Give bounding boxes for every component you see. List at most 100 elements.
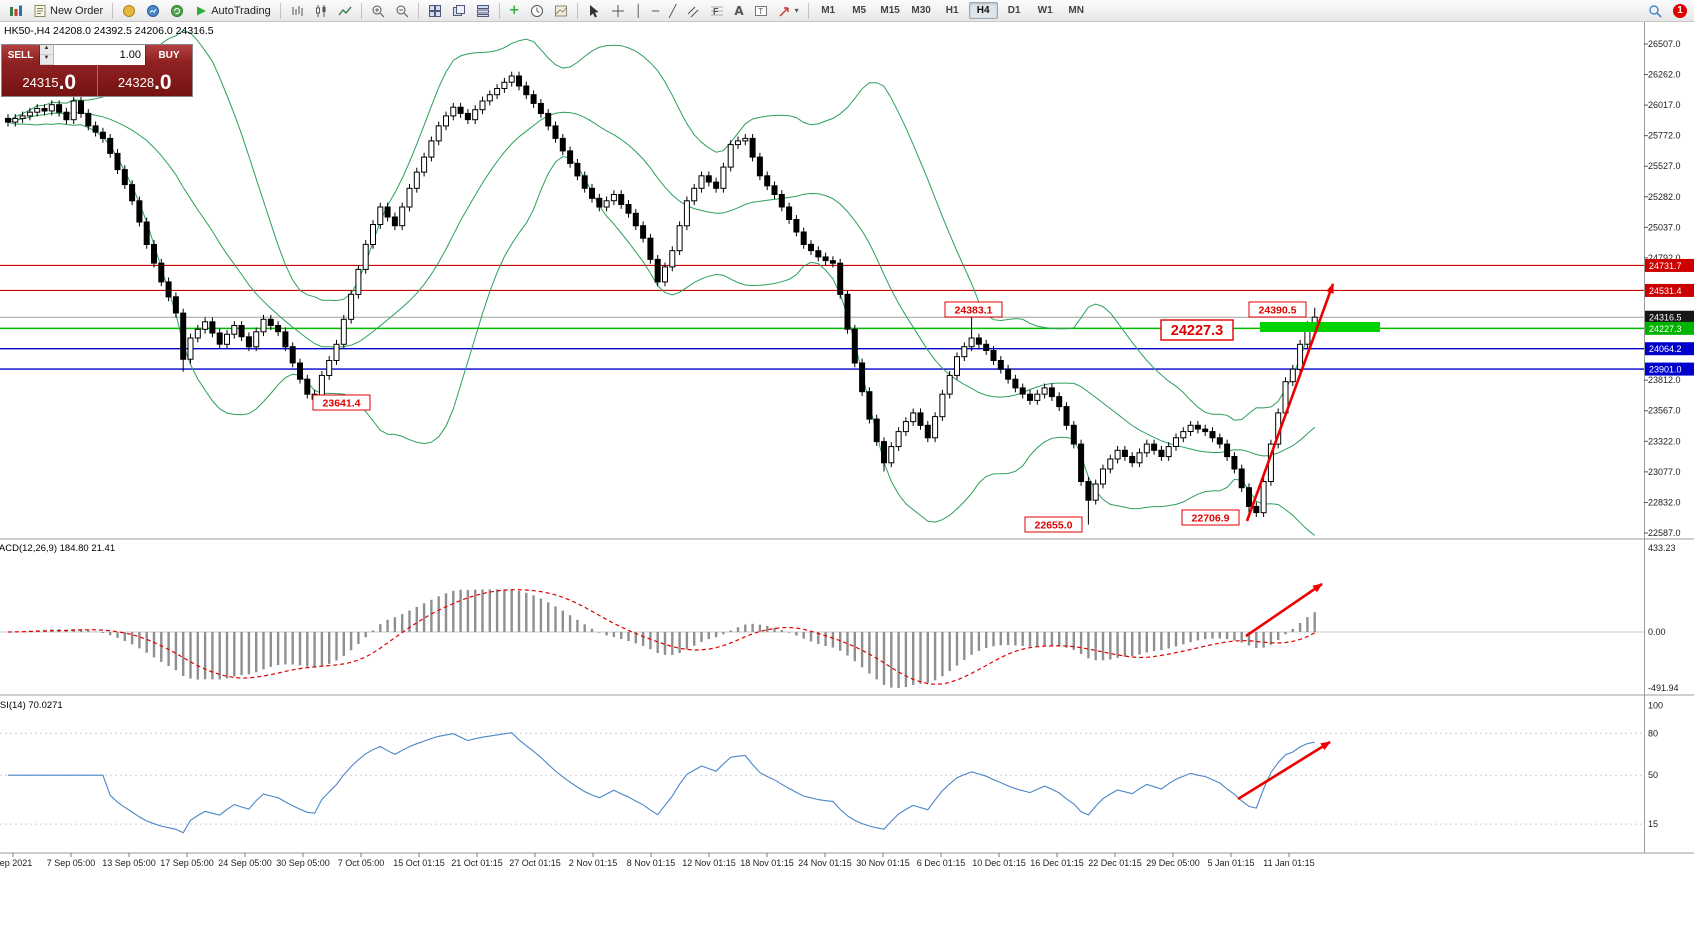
- fibonacci-button[interactable]: F: [706, 1, 728, 21]
- metaeditor-button[interactable]: [118, 1, 140, 21]
- periods-button[interactable]: [526, 1, 548, 21]
- horizontal-level-lines[interactable]: [0, 264, 1644, 370]
- svg-text:25527.0: 25527.0: [1648, 161, 1681, 171]
- timeframe-m1[interactable]: M1: [821, 5, 836, 16]
- annotation-box[interactable]: [1248, 301, 1307, 318]
- line-chart-mode-button[interactable]: [334, 1, 356, 21]
- svg-text:22587.0: 22587.0: [1648, 528, 1681, 538]
- annotation-box[interactable]: [1160, 319, 1234, 341]
- timeframe-m30[interactable]: M30: [911, 5, 931, 16]
- arrange-windows-button[interactable]: [472, 1, 494, 21]
- new-chart-button[interactable]: [5, 1, 27, 21]
- svg-text:0.00: 0.00: [1648, 627, 1666, 637]
- volume-input[interactable]: [54, 45, 145, 65]
- trendline-button[interactable]: ╱: [665, 1, 680, 21]
- crosshair-icon: [611, 4, 624, 17]
- price-candles: [5, 71, 1318, 525]
- candlestick-mode-button[interactable]: [310, 1, 332, 21]
- timeframe-m5[interactable]: M5: [852, 5, 867, 16]
- add-indicator-button[interactable]: +: [505, 1, 524, 21]
- text-button[interactable]: A: [730, 1, 747, 21]
- svg-text:23901.0: 23901.0: [1649, 365, 1682, 375]
- svg-text:15 Oct 01:15: 15 Oct 01:15: [393, 858, 445, 868]
- one-click-price-row: 24315.0 24328.0: [2, 65, 192, 96]
- svg-text:30 Sep 05:00: 30 Sep 05:00: [276, 858, 330, 868]
- svg-text:24064.2: 24064.2: [1649, 344, 1682, 354]
- time-axis[interactable]: Sep 2021 7 Sep 05:00 13 Sep 05:00 17 Sep 05…: [0, 853, 1315, 868]
- cursor-button[interactable]: [583, 1, 605, 21]
- price-axis[interactable]: 26507.0 26262.0 26017.0 25772.0 25527.0 25282…: [1644, 39, 1694, 538]
- timeframe-h4[interactable]: H4: [968, 2, 998, 19]
- text-label-button[interactable]: T: [750, 1, 772, 21]
- autotrading-play-icon: [197, 6, 207, 15]
- templates-button[interactable]: [550, 1, 572, 21]
- svg-text:22 Dec 01:15: 22 Dec 01:15: [1088, 858, 1142, 868]
- toolbar-right-group: 1: [1643, 1, 1690, 21]
- price-annotations[interactable]: 23641.4 24383.1 24227.3 24390.5 22655.0 22706…: [312, 283, 1335, 801]
- macd-axis[interactable]: 433.23 0.00 -491.94: [1648, 543, 1679, 693]
- rsi-axis[interactable]: 100 80 50 15: [1648, 700, 1663, 829]
- autotrading-button[interactable]: AutoTrading: [190, 1, 275, 21]
- market-watch-button[interactable]: [142, 1, 164, 21]
- tile-windows-button[interactable]: [424, 1, 446, 21]
- vertical-line-icon: │: [634, 3, 642, 18]
- annotation-box[interactable]: [944, 301, 1003, 318]
- svg-text:26262.0: 26262.0: [1648, 70, 1681, 80]
- trend-arrow[interactable]: [1245, 283, 1335, 522]
- new-chart-icon: [10, 5, 22, 16]
- shapes-button[interactable]: ▾: [774, 1, 803, 21]
- cascade-windows-button[interactable]: [448, 1, 470, 21]
- channel-button[interactable]: [682, 1, 704, 21]
- search-button[interactable]: [1644, 1, 1666, 21]
- svg-text:13 Sep 05:00: 13 Sep 05:00: [102, 858, 156, 868]
- one-click-top-row: SELL ▲▼ BUY: [2, 45, 192, 65]
- vertical-line-button[interactable]: │: [631, 1, 646, 21]
- svg-text:16 Dec 01:15: 16 Dec 01:15: [1030, 858, 1084, 868]
- annotation-text: 24227.3: [1171, 323, 1223, 339]
- text-icon: A: [734, 3, 744, 18]
- crosshair-button[interactable]: [607, 1, 629, 21]
- horizontal-line-button[interactable]: ─: [648, 1, 663, 21]
- bid-fraction: .0: [58, 71, 77, 94]
- bar-chart-mode-button[interactable]: [286, 1, 308, 21]
- annotation-text: 23641.4: [323, 397, 361, 409]
- volume-stepper[interactable]: ▲ ▼: [40, 45, 54, 65]
- timeframe-mn[interactable]: MN: [1068, 5, 1084, 16]
- timeframe-h1[interactable]: H1: [945, 5, 959, 16]
- zoom-out-button[interactable]: [391, 1, 413, 21]
- sell-price[interactable]: 24315.0: [2, 65, 98, 96]
- svg-text:27 Oct 01:15: 27 Oct 01:15: [509, 858, 561, 868]
- volume-up-icon[interactable]: ▲: [40, 45, 53, 55]
- refresh-button[interactable]: [166, 1, 188, 21]
- new-order-button[interactable]: New Order: [29, 1, 107, 21]
- svg-text:30 Nov 01:15: 30 Nov 01:15: [856, 858, 910, 868]
- zoom-in-button[interactable]: [367, 1, 389, 21]
- trend-arrow[interactable]: [1245, 582, 1323, 638]
- notification-badge[interactable]: 1: [1673, 3, 1687, 18]
- templates-icon: [554, 5, 567, 16]
- rsi-panel: [0, 732, 1644, 834]
- green-highlight-zone[interactable]: [1260, 322, 1380, 332]
- toolbar-separator: [417, 2, 419, 19]
- svg-text:80: 80: [1648, 728, 1658, 738]
- volume-down-icon[interactable]: ▼: [40, 55, 53, 65]
- timeframe-w1[interactable]: W1: [1037, 5, 1053, 16]
- svg-text:17 Sep 05:00: 17 Sep 05:00: [160, 858, 214, 868]
- svg-text:10 Dec 01:15: 10 Dec 01:15: [972, 858, 1026, 868]
- zoom-in-icon: [372, 5, 385, 17]
- annotation-box[interactable]: [312, 394, 371, 411]
- svg-text:5 Jan 01:15: 5 Jan 01:15: [1207, 858, 1254, 868]
- sell-button[interactable]: SELL: [2, 45, 40, 65]
- annotation-box[interactable]: [1181, 509, 1240, 526]
- svg-text:26017.0: 26017.0: [1648, 100, 1681, 110]
- timeframe-d1[interactable]: D1: [1007, 5, 1021, 16]
- toolbar-separator: [807, 2, 809, 19]
- annotation-text: 22655.0: [1035, 519, 1073, 531]
- timeframe-m15[interactable]: M15: [880, 5, 900, 16]
- annotation-box[interactable]: [1024, 516, 1083, 533]
- trend-arrow[interactable]: [1237, 740, 1331, 801]
- buy-button[interactable]: BUY: [145, 45, 192, 65]
- buy-price[interactable]: 24328.0: [98, 65, 193, 96]
- search-icon: [1649, 4, 1662, 18]
